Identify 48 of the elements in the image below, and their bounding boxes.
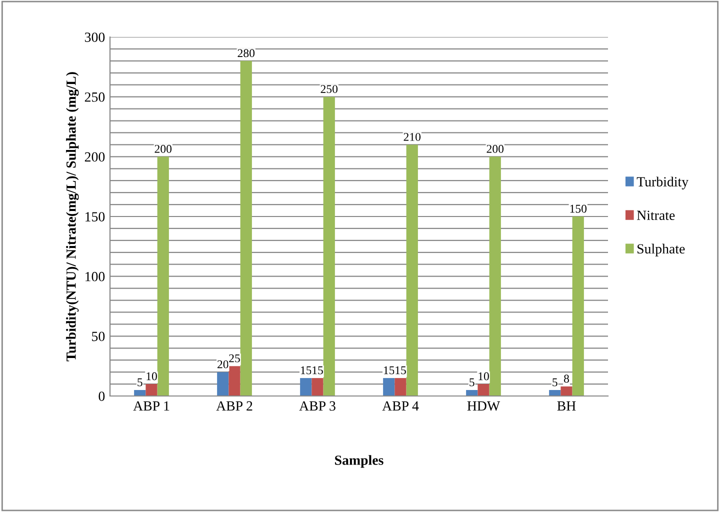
bar [560, 386, 572, 396]
y-tick-label: 150 [86, 212, 105, 222]
x-tick-label: ABP 2 [216, 401, 252, 411]
bar [383, 378, 395, 396]
y-tick-label: 200 [84, 152, 105, 162]
data-label: 210 [404, 132, 421, 141]
bar [549, 390, 561, 396]
data-label: 150 [570, 204, 587, 213]
bar [489, 156, 501, 396]
data-label: 200 [486, 144, 504, 153]
x-tick-label: BH [557, 401, 576, 411]
data-label: 10 [478, 372, 489, 380]
bar [134, 390, 146, 396]
bar [323, 96, 335, 396]
data-label: 15 [384, 366, 394, 374]
legend-label: Turbidity [636, 176, 689, 190]
y-axis-title: Turbidity(NTU)/ Nitrate(mg/L)/ Sulphate (mg/L) [66, 72, 79, 362]
data-label: 250 [320, 85, 338, 94]
x-tick-label: HDW [467, 401, 500, 411]
data-label: 5 [470, 378, 474, 386]
x-tick-label: ABP 4 [382, 401, 419, 411]
x-tick-label: ABP 3 [299, 401, 336, 411]
data-label: 5 [552, 378, 558, 386]
legend-label: Sulphate [638, 244, 685, 256]
data-label: 20 [217, 360, 228, 368]
bar [240, 60, 252, 396]
data-label: 280 [238, 49, 255, 58]
y-tick-label: 0 [98, 392, 105, 401]
bar [572, 216, 584, 396]
y-tick-label: 300 [84, 32, 105, 42]
bar [466, 390, 478, 396]
legend-label: Nitrate [636, 210, 675, 220]
x-tick-label: ABP 1 [133, 401, 170, 411]
bar [157, 156, 169, 396]
x-axis-title: Samples [335, 455, 384, 468]
y-tick-label: 50 [92, 332, 105, 342]
data-label: 25 [229, 354, 240, 362]
data-label: 15 [301, 366, 312, 374]
bar [406, 144, 418, 396]
data-label: 8 [564, 374, 569, 383]
data-label: 5 [138, 378, 142, 386]
y-tick-label: 100 [86, 272, 105, 282]
y-tick-label: 250 [84, 92, 105, 102]
data-label: 15 [312, 366, 323, 374]
bar [300, 378, 312, 396]
data-label: 200 [154, 144, 172, 153]
data-label: 15 [396, 366, 406, 374]
data-label: 10 [146, 372, 157, 380]
